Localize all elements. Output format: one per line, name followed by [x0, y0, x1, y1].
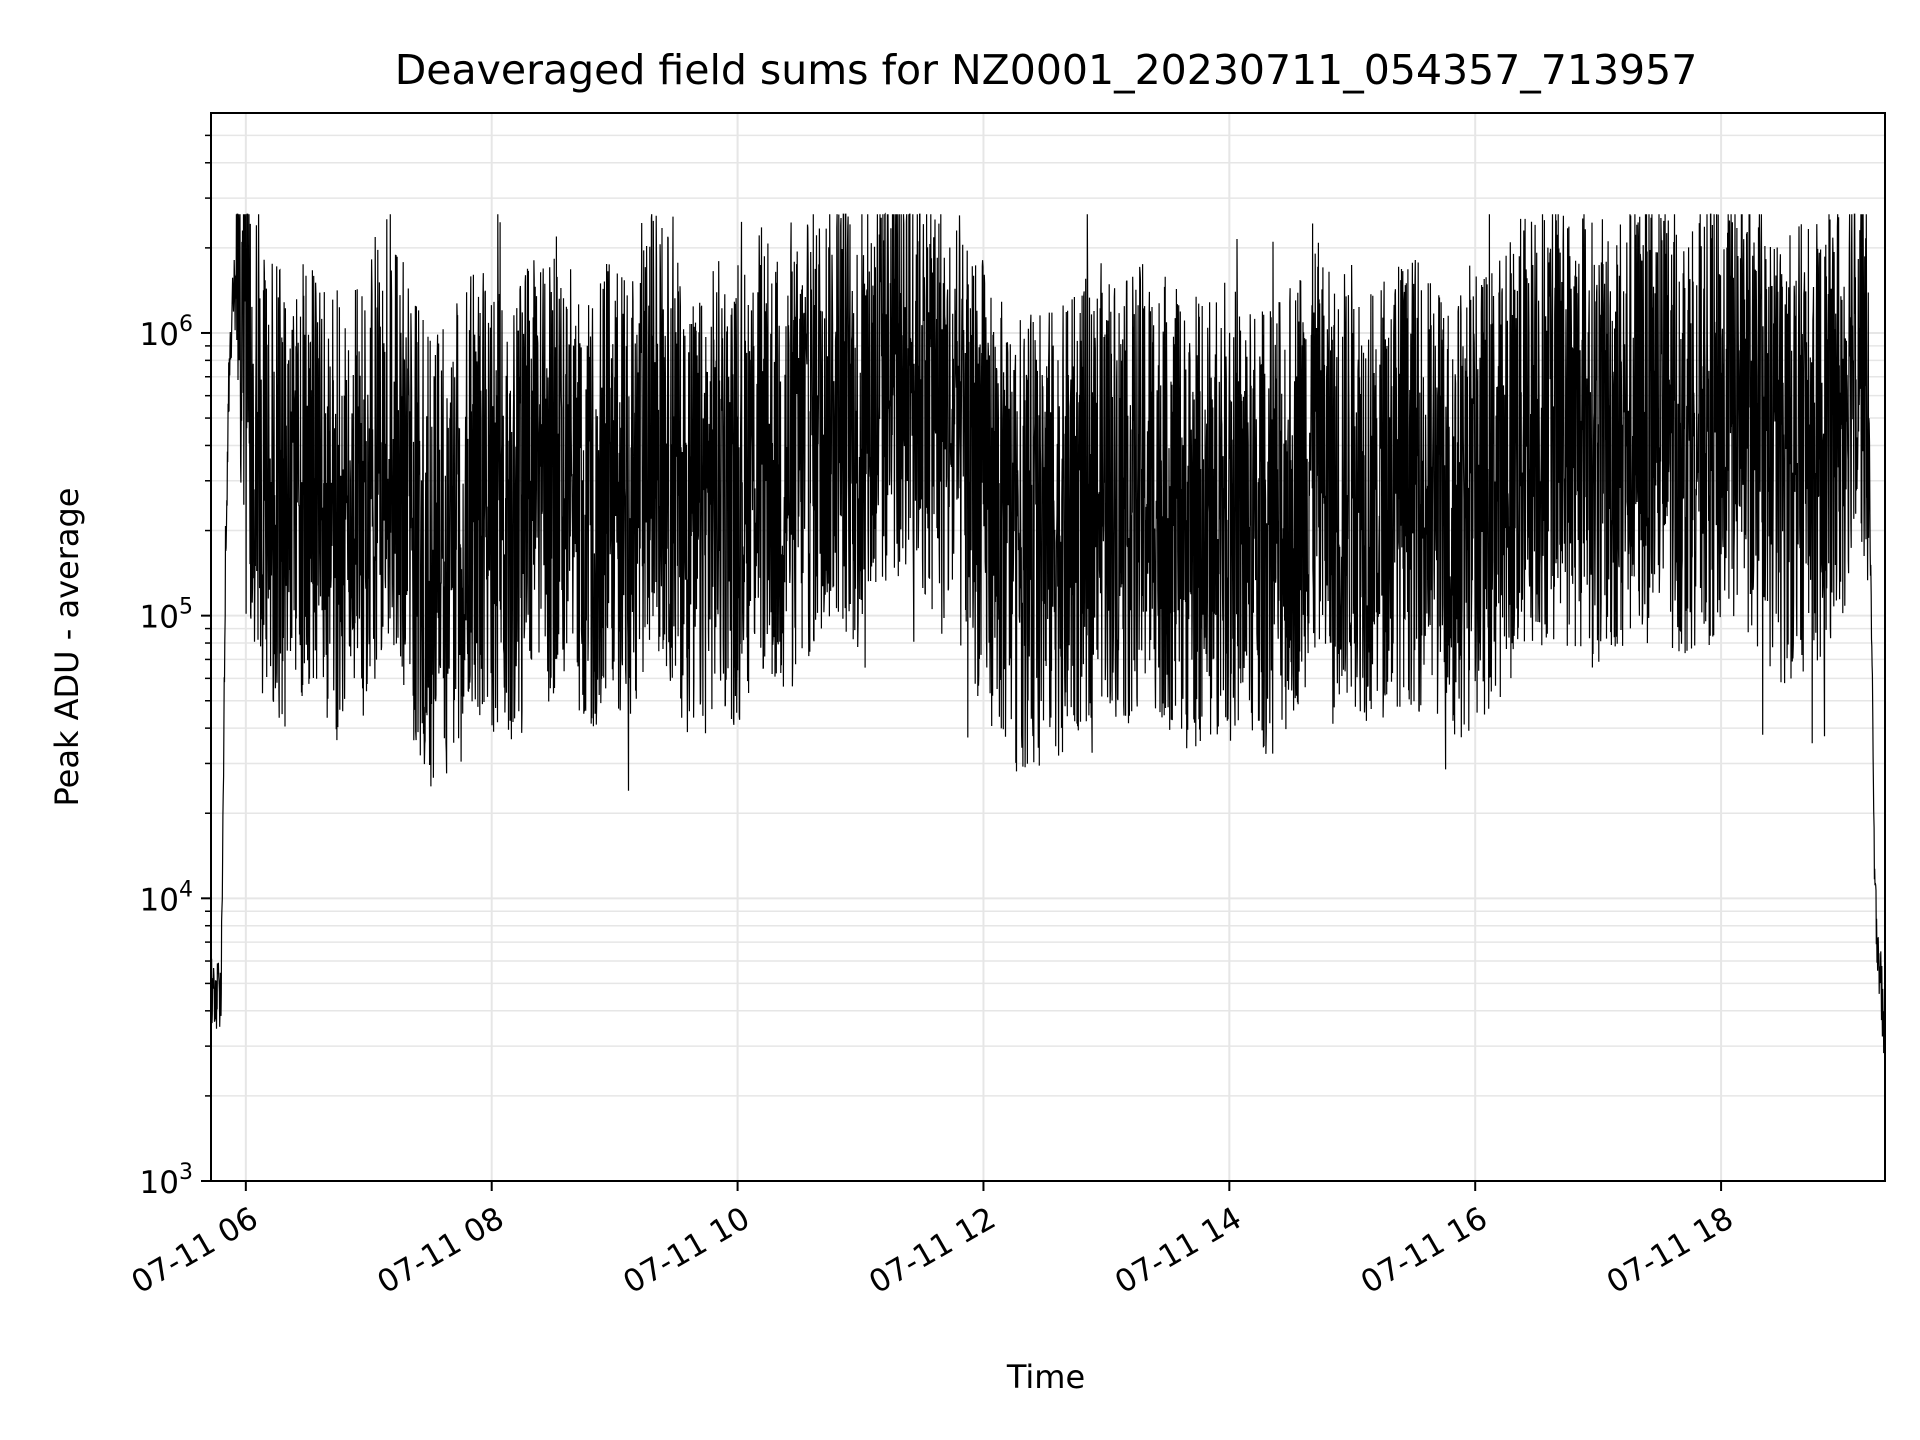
x-tick-label: 07-11 06: [126, 1200, 265, 1301]
y-tick-label: 105: [140, 595, 193, 636]
x-tick-label: 07-11 10: [617, 1200, 756, 1301]
y-tick-label: 103: [140, 1160, 193, 1201]
plot-area: [210, 212, 1886, 1075]
x-axis-label: Time: [1006, 1358, 1085, 1396]
y-axis: 103 104 105 106: [140, 134, 211, 1201]
x-tick-label: 07-11 18: [1601, 1200, 1740, 1301]
data-line: [210, 212, 1886, 1075]
y-tick-label: 106: [140, 312, 193, 353]
x-tick-label: 07-11 12: [863, 1200, 1002, 1301]
x-tick-label: 07-11 08: [371, 1200, 510, 1301]
axes-frame: [210, 112, 1886, 1182]
y-tick-label: 104: [140, 877, 193, 918]
x-axis: 07-11 06 07-11 08 07-11 10 07-11 12 07-11 14…: [126, 1181, 1740, 1301]
y-axis-label: Peak ADU - average: [48, 488, 86, 807]
x-tick-label: 07-11 14: [1109, 1200, 1248, 1301]
x-tick-label: 07-11 16: [1355, 1200, 1494, 1301]
chart-title: Deaveraged field sums for NZ0001_2023071…: [395, 46, 1698, 94]
